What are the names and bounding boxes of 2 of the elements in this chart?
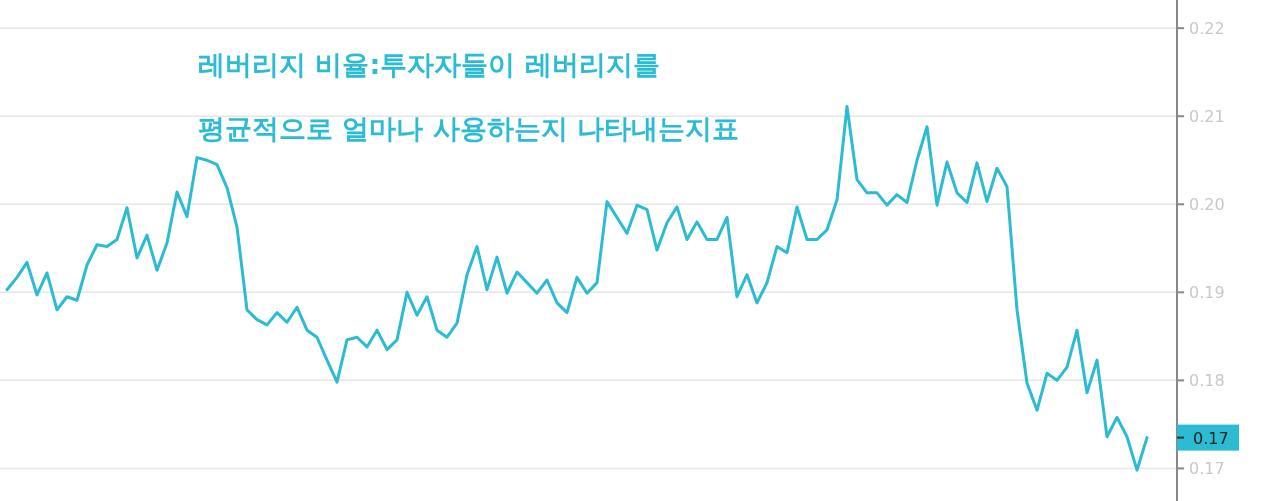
chart-title: 레버리지 비율:투자자들이 레버리지를 평균적으로 얼마나 사용하는지 나타내는지표	[198, 49, 740, 144]
value-marker: 0.17	[1176, 424, 1239, 451]
